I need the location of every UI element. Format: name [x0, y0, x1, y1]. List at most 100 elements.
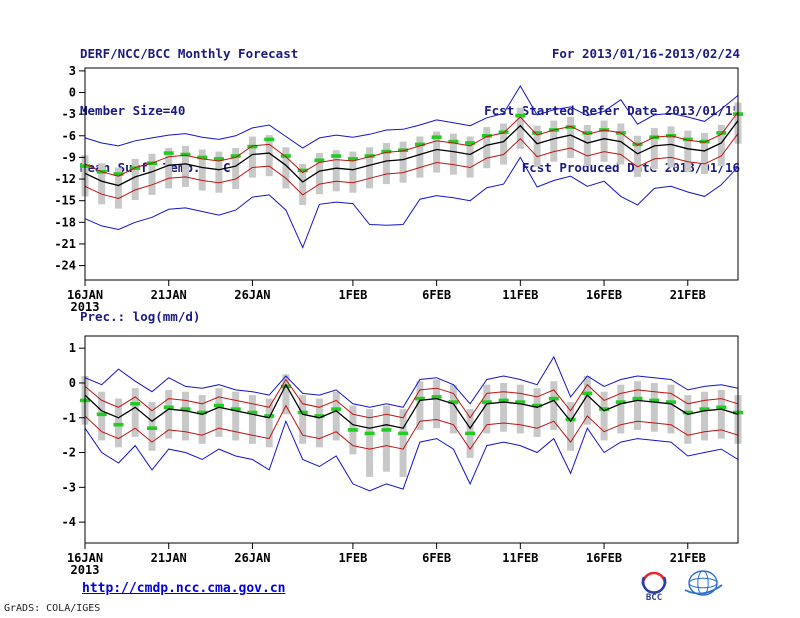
ensemble-spread-bar	[282, 147, 290, 189]
cmdp-website-link[interactable]: http://cmdp.ncc.cma.gov.cn	[82, 581, 286, 596]
observation-marker	[113, 172, 124, 176]
ensemble-spread-bar	[299, 395, 307, 444]
observation-marker	[364, 154, 375, 158]
x-tick-label: 21FEB	[670, 551, 706, 565]
ensemble-mean-line	[84, 120, 739, 187]
observation-marker	[197, 410, 208, 415]
ensemble-spread-bar	[198, 149, 206, 191]
ensemble-spread-bar	[567, 402, 575, 451]
ensemble-spread-bar	[332, 391, 340, 441]
logo-group: BCC	[638, 568, 726, 603]
ensemble-spread-bar	[248, 395, 256, 444]
upper-quartile-line	[84, 378, 739, 419]
x-tick-label: 6FEB	[422, 551, 451, 565]
ensemble-spread-bar	[516, 384, 524, 434]
y-tick-label: -3	[62, 107, 76, 121]
x-tick-label: 6FEB	[422, 288, 451, 302]
ensemble-spread-bar	[98, 163, 106, 205]
ensemble-spread-bar	[248, 136, 256, 178]
observation-marker	[716, 131, 727, 135]
observation-marker	[147, 426, 157, 430]
x-tick-label: 16JAN	[67, 551, 103, 565]
observation-marker	[314, 414, 325, 418]
observation-marker	[431, 395, 442, 399]
observation-marker	[163, 151, 174, 155]
ensemble-spread-bar	[483, 384, 491, 434]
ensemble-spread-bar	[148, 153, 156, 195]
observation-marker	[649, 398, 660, 403]
observation-marker	[381, 149, 392, 154]
ensemble-spread-bar	[366, 147, 374, 189]
y-tick-label: 0	[69, 376, 76, 390]
observation-marker	[414, 396, 425, 401]
observation-marker	[599, 407, 610, 411]
ensemble-spread-bar	[416, 381, 424, 430]
observation-marker	[465, 431, 476, 436]
y-tick-label: -9	[62, 150, 76, 164]
observation-marker	[448, 139, 459, 144]
ensemble-spread-bar	[701, 132, 708, 174]
ensemble-spread-bar	[182, 145, 189, 187]
y-tick-label: -18	[54, 215, 76, 229]
observation-marker	[582, 131, 593, 135]
ensemble-spread-bar	[634, 381, 641, 430]
observation-marker	[264, 137, 275, 142]
plot-frame	[84, 335, 739, 544]
cma-globe-icon	[684, 570, 723, 596]
observation-marker	[699, 407, 710, 411]
observation-marker	[347, 428, 358, 432]
plot-frame	[84, 67, 739, 281]
ensemble-spread-bar	[315, 153, 323, 195]
y-tick-label: 3	[69, 64, 76, 78]
ensemble-spread-bar	[382, 405, 390, 472]
observation-marker	[431, 135, 442, 139]
observation-marker	[565, 417, 576, 422]
y-tick-label: 1	[69, 341, 76, 355]
ensemble-spread-bar	[315, 398, 323, 448]
upper-quartile-line	[84, 111, 739, 177]
y-tick-label: -24	[54, 259, 76, 273]
observation-marker	[180, 152, 191, 157]
x-tick-label: 11FEB	[502, 551, 538, 565]
observation-marker	[515, 400, 526, 404]
ensemble-spread-bar	[131, 158, 139, 200]
ensemble-spread-bar	[600, 391, 608, 441]
observation-marker	[213, 157, 224, 161]
observation-marker	[682, 410, 693, 415]
ensemble-spread-bar	[550, 120, 558, 162]
observation-marker	[247, 410, 258, 415]
ensemble-spread-bar	[282, 374, 290, 415]
y-tick-label: -1	[62, 411, 76, 425]
observation-marker	[398, 431, 409, 436]
x-tick-label: 16JAN	[67, 288, 103, 302]
observation-marker	[565, 125, 576, 129]
ensemble-spread-bar	[583, 125, 591, 167]
ensemble-spread-bar	[165, 148, 173, 189]
ensemble-spread-bar	[617, 123, 625, 165]
observation-marker	[716, 405, 727, 410]
ensemble-spread-bar	[667, 126, 675, 168]
observation-marker	[314, 158, 325, 163]
x-tick-label: 26JAN	[234, 288, 270, 302]
ensemble-spread-bar	[433, 131, 441, 173]
observation-marker	[381, 428, 392, 432]
ensemble-spread-bar	[265, 398, 273, 448]
ensemble-spread-bar	[115, 167, 122, 209]
ensemble-spread-bar	[433, 379, 441, 429]
ensemble-max-line	[84, 85, 739, 149]
observation-marker	[532, 131, 543, 135]
ensemble-max-line	[84, 355, 739, 408]
ensemble-spread-bar	[717, 389, 725, 439]
observation-marker	[465, 141, 476, 145]
y-tick-label: -2	[62, 446, 76, 460]
observation-marker	[180, 407, 191, 411]
ensemble-spread-bar	[382, 143, 390, 185]
observation-marker	[448, 400, 459, 404]
x-tick-label: 16FEB	[586, 288, 622, 302]
x-tick-label: 21JAN	[151, 551, 187, 565]
observation-marker	[96, 412, 107, 417]
observation-marker	[331, 154, 342, 158]
ensemble-spread-bar	[634, 135, 641, 177]
ensemble-spread-bar	[232, 391, 240, 441]
